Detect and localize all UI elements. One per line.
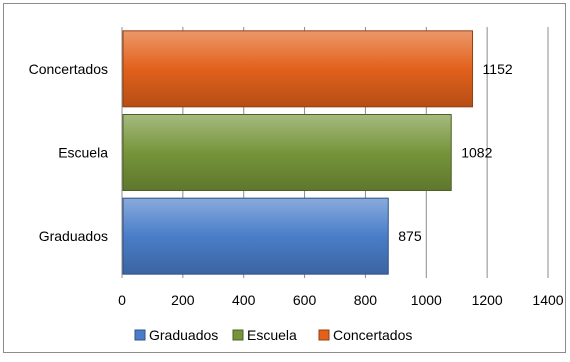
x-tick-label: 800 <box>354 292 378 308</box>
y-axis-labels: Graduados Escuela Concertados <box>29 61 109 244</box>
legend-label: Escuela <box>247 327 297 343</box>
legend-label: Graduados <box>149 327 218 343</box>
legend-label: Concertados <box>333 327 412 343</box>
y-category-label: Escuela <box>58 145 108 161</box>
x-tick-label: 1000 <box>411 292 442 308</box>
x-tick-label: 1200 <box>472 292 503 308</box>
data-labels: 875 1082 1152 <box>398 61 513 244</box>
bar-escuela <box>122 114 452 191</box>
bars <box>122 30 474 275</box>
x-tick-label: 600 <box>293 292 317 308</box>
data-label: 1152 <box>483 61 513 77</box>
data-label: 1082 <box>461 145 492 161</box>
x-tick-label: 400 <box>232 292 256 308</box>
y-category-label: Concertados <box>29 61 108 77</box>
x-tick-label: 1400 <box>532 292 563 308</box>
x-axis-ticks: 0 200 400 600 800 1000 1200 1400 <box>118 292 564 308</box>
legend: Graduados Escuela Concertados <box>134 327 412 343</box>
bar-concertados <box>122 30 474 108</box>
legend-swatch <box>232 329 244 341</box>
legend-swatch <box>318 329 330 341</box>
x-tick-label: 200 <box>171 292 195 308</box>
y-category-label: Graduados <box>39 228 108 244</box>
bar-graduados <box>122 197 389 275</box>
x-tick-label: 0 <box>118 292 126 308</box>
legend-swatch <box>134 329 146 341</box>
data-label: 875 <box>398 228 422 244</box>
